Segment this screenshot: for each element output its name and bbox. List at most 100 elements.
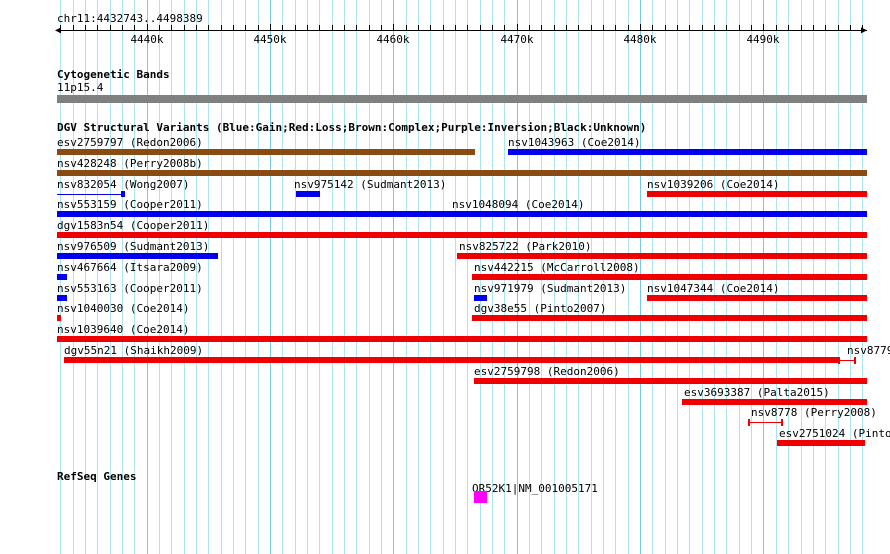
ruler-tick-minor: [492, 25, 493, 30]
ruler-tick-major: [270, 24, 271, 31]
gene-label[interactable]: OR52K1|NM_001005171: [472, 482, 598, 495]
ruler-tick-minor: [319, 25, 320, 30]
variant-label[interactable]: nsv1048094 (Coe2014): [452, 198, 585, 211]
gridline-minor: [455, 0, 456, 554]
section-title-dgv-structural-variants: DGV Structural Variants (Blue:Gain;Red:L…: [57, 121, 647, 134]
cytoband-label: 11p15.4: [57, 81, 104, 94]
ruler-tick-minor: [122, 25, 123, 30]
gridline-minor: [258, 0, 259, 554]
variant-bar[interactable]: [57, 253, 218, 259]
variant-end-cap[interactable]: [781, 419, 783, 426]
ruler-tick-minor: [578, 25, 579, 30]
variant-label[interactable]: nsv1047344 (Coe2014): [647, 282, 780, 295]
variant-bar[interactable]: [474, 378, 867, 384]
gridline-minor: [356, 0, 357, 554]
variant-label[interactable]: esv2751024 (Pinto2: [779, 427, 890, 440]
cytoband-bar[interactable]: [57, 95, 867, 103]
gridline-minor: [344, 0, 345, 554]
variant-label[interactable]: nsv8779: [847, 344, 890, 357]
gridline-minor: [381, 0, 382, 554]
variant-bar[interactable]: [472, 274, 867, 280]
variant-label[interactable]: nsv825722 (Park2010): [459, 240, 592, 253]
ruler-tick-minor: [862, 25, 863, 30]
variant-line[interactable]: [748, 422, 783, 423]
variant-label[interactable]: nsv442215 (McCarroll2008): [474, 261, 640, 274]
variant-bar[interactable]: [57, 232, 867, 238]
variant-label[interactable]: esv2759798 (Redon2006): [474, 365, 620, 378]
variant-label[interactable]: nsv976509 (Sudmant2013): [57, 240, 210, 253]
variant-label[interactable]: nsv8778 (Perry2008): [751, 406, 877, 419]
variant-label[interactable]: nsv467664 (Itsara2009): [57, 261, 203, 274]
gridline-minor: [443, 0, 444, 554]
variant-label[interactable]: esv3693387 (Palta2015): [684, 386, 830, 399]
gene-exon-box[interactable]: [474, 491, 487, 503]
variant-label[interactable]: nsv1039206 (Coe2014): [647, 178, 780, 191]
variant-label[interactable]: esv2759797 (Redon2006): [57, 136, 203, 149]
ruler-tick-minor: [652, 25, 653, 30]
ruler-tick-minor: [430, 25, 431, 30]
ruler-tick-minor: [566, 25, 567, 30]
gridline-major: [393, 0, 394, 554]
variant-label[interactable]: nsv553159 (Cooper2011): [57, 198, 203, 211]
ruler-tick-minor: [825, 25, 826, 30]
variant-bar[interactable]: [647, 191, 867, 197]
ruler-tick-minor: [739, 25, 740, 30]
variant-label[interactable]: dgv38e55 (Pinto2007): [474, 302, 607, 315]
variant-label[interactable]: nsv832054 (Wong2007): [57, 178, 190, 191]
variant-bar[interactable]: [64, 357, 840, 363]
ruler-tick-minor: [665, 25, 666, 30]
variant-line[interactable]: [57, 194, 125, 195]
variant-end-cap[interactable]: [838, 357, 840, 364]
ruler-tick-minor: [504, 25, 505, 30]
ruler-tick-minor: [541, 25, 542, 30]
variant-end-cap[interactable]: [854, 357, 856, 364]
variant-bar[interactable]: [57, 315, 61, 321]
variant-label[interactable]: nsv1040030 (Coe2014): [57, 302, 190, 315]
variant-end-cap[interactable]: [748, 419, 750, 426]
variant-bar[interactable]: [647, 295, 867, 301]
variant-label[interactable]: nsv975142 (Sudmant2013): [294, 178, 447, 191]
ruler-tick-label: 4480k: [623, 33, 657, 46]
variant-label[interactable]: nsv428248 (Perry2008b): [57, 157, 203, 170]
locus-position-label: chr11:4432743..4498389: [57, 12, 203, 25]
ruler-tick-minor: [677, 25, 678, 30]
variant-label[interactable]: dgv1583n54 (Cooper2011): [57, 219, 210, 232]
variant-bar[interactable]: [457, 253, 867, 259]
ruler-tick-minor: [554, 25, 555, 30]
variant-label[interactable]: nsv1039640 (Coe2014): [57, 323, 190, 336]
variant-bar[interactable]: [57, 170, 867, 176]
ruler-axis-line: [57, 30, 867, 31]
ruler-tick-minor: [282, 25, 283, 30]
variant-bar[interactable]: [296, 191, 320, 197]
variant-label[interactable]: nsv1043963 (Coe2014): [508, 136, 641, 149]
ruler-tick-minor: [221, 25, 222, 30]
variant-line[interactable]: [838, 360, 856, 361]
variant-bar[interactable]: [57, 336, 867, 342]
gridline-minor: [307, 0, 308, 554]
variant-label[interactable]: dgv55n21 (Shaikh2009): [64, 344, 204, 357]
variant-bar[interactable]: [777, 440, 865, 446]
ruler-tick-minor: [110, 25, 111, 30]
gridline-minor: [245, 0, 246, 554]
section-title-cytogenetic-bands: Cytogenetic Bands: [57, 68, 170, 81]
gridline-minor: [418, 0, 419, 554]
variant-bar[interactable]: [682, 399, 867, 405]
variant-bar[interactable]: [474, 295, 487, 301]
variant-label[interactable]: nsv971979 (Sudmant2013): [474, 282, 627, 295]
ruler-tick-label: 4490k: [746, 33, 780, 46]
variant-end-cap[interactable]: [121, 191, 125, 197]
ruler-tick-label: 4440k: [130, 33, 164, 46]
variant-bar[interactable]: [472, 315, 867, 321]
ruler-tick-minor: [726, 25, 727, 30]
variant-bar[interactable]: [57, 211, 867, 217]
ruler-tick-label: 4470k: [500, 33, 534, 46]
variant-bar[interactable]: [508, 149, 867, 155]
variant-bar[interactable]: [57, 295, 67, 301]
gridline-minor: [369, 0, 370, 554]
variant-bar[interactable]: [57, 274, 67, 280]
gridline-minor: [221, 0, 222, 554]
variant-bar[interactable]: [57, 149, 475, 155]
gridline-minor: [233, 0, 234, 554]
variant-label[interactable]: nsv553163 (Cooper2011): [57, 282, 203, 295]
